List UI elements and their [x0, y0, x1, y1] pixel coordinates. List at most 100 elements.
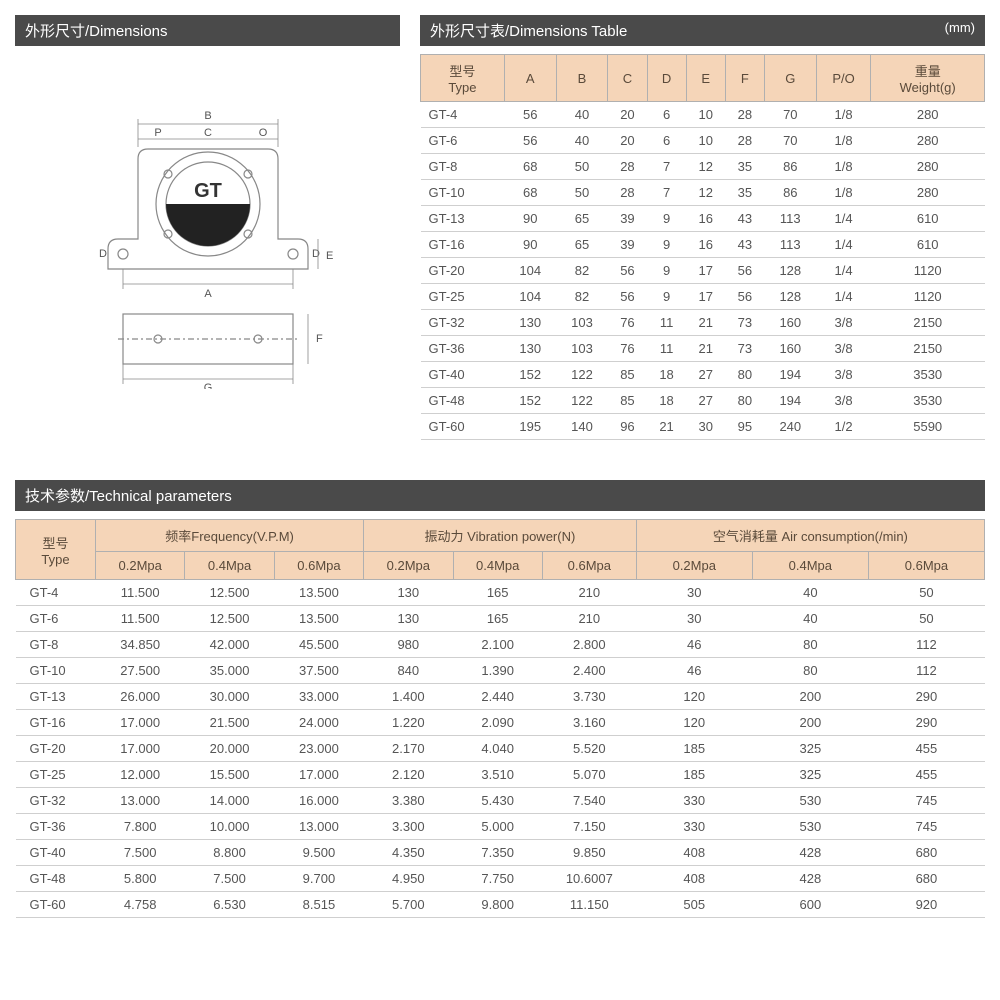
table-cell: GT-20 — [16, 736, 96, 762]
table-cell: 745 — [868, 788, 984, 814]
table-cell: 21 — [647, 414, 686, 440]
table-cell: GT-25 — [421, 284, 505, 310]
table-cell: 56 — [725, 258, 764, 284]
table-cell: 56 — [608, 258, 647, 284]
table-cell: 85 — [608, 362, 647, 388]
table-cell: 68 — [504, 180, 556, 206]
table-row: GT-3213.00014.00016.0003.3805.4307.54033… — [16, 788, 985, 814]
table-cell: 4.950 — [364, 866, 453, 892]
table-row: GT-1027.50035.00037.5008401.3902.4004680… — [16, 658, 985, 684]
table-cell: 104 — [504, 258, 556, 284]
table-cell: 80 — [752, 658, 868, 684]
table-cell: GT-13 — [16, 684, 96, 710]
table-cell: 34.850 — [96, 632, 185, 658]
table-row: GT-868502871235861/8280 — [421, 154, 985, 180]
table-cell: 194 — [764, 362, 816, 388]
table-cell: 122 — [556, 362, 608, 388]
table-cell: 10 — [686, 128, 725, 154]
table-cell: 13.000 — [96, 788, 185, 814]
table-cell: 1/4 — [816, 258, 871, 284]
table-cell: 30 — [636, 606, 752, 632]
table-cell: 140 — [556, 414, 608, 440]
table-cell: 7.800 — [96, 814, 185, 840]
table-cell: 18 — [647, 362, 686, 388]
table-row: GT-40152122851827801943/83530 — [421, 362, 985, 388]
table-cell: 185 — [636, 736, 752, 762]
table-cell: 10 — [686, 102, 725, 128]
table-row: GT-1617.00021.50024.0001.2202.0903.16012… — [16, 710, 985, 736]
table-cell: 11.150 — [542, 892, 636, 918]
svg-text:E: E — [326, 250, 333, 262]
table-cell: 70 — [764, 102, 816, 128]
table-header: D — [647, 55, 686, 102]
table-cell: 112 — [868, 632, 984, 658]
table-group-header: 频率Frequency(V.P.M) — [96, 520, 364, 552]
table-header: 型号Type — [16, 520, 96, 580]
table-cell: 325 — [752, 736, 868, 762]
table-cell: GT-10 — [421, 180, 505, 206]
table-cell: 16.000 — [274, 788, 363, 814]
table-cell: 680 — [868, 840, 984, 866]
table-cell: 95 — [725, 414, 764, 440]
table-row: GT-456402061028701/8280 — [421, 102, 985, 128]
table-cell: 4.758 — [96, 892, 185, 918]
table-cell: 195 — [504, 414, 556, 440]
table-cell: GT-8 — [421, 154, 505, 180]
table-cell: 11 — [647, 310, 686, 336]
table-cell: 90 — [504, 206, 556, 232]
table-cell: 28 — [608, 180, 647, 206]
table-cell: 90 — [504, 232, 556, 258]
svg-text:D: D — [312, 248, 320, 260]
table-cell: 3.160 — [542, 710, 636, 736]
table-cell: 27 — [686, 388, 725, 414]
table-cell: 28 — [725, 102, 764, 128]
table-cell: 17.000 — [96, 710, 185, 736]
table-cell: GT-32 — [421, 310, 505, 336]
table-cell: 428 — [752, 866, 868, 892]
table-cell: 26.000 — [96, 684, 185, 710]
table-cell: 73 — [725, 336, 764, 362]
table-cell: 17 — [686, 284, 725, 310]
svg-text:GT: GT — [194, 180, 222, 202]
table-cell: 530 — [752, 814, 868, 840]
table-cell: 408 — [636, 840, 752, 866]
table-row: GT-201048256917561281/41120 — [421, 258, 985, 284]
technical-section: 技术参数/Technical parameters 型号Type频率Freque… — [15, 480, 985, 918]
table-cell: 2150 — [871, 336, 985, 362]
table-header: P/O — [816, 55, 871, 102]
table-cell: 1/4 — [816, 284, 871, 310]
table-cell: 210 — [542, 606, 636, 632]
table-cell: 42.000 — [185, 632, 274, 658]
table-group-header: 振动力 Vibration power(N) — [364, 520, 637, 552]
table-row: GT-32130103761121731603/82150 — [421, 310, 985, 336]
table-sub-header: 0.2Mpa — [364, 552, 453, 580]
table-cell: 9.850 — [542, 840, 636, 866]
table-cell: 280 — [871, 128, 985, 154]
table-cell: GT-20 — [421, 258, 505, 284]
table-cell: GT-36 — [421, 336, 505, 362]
table-cell: 130 — [364, 606, 453, 632]
table-cell: 7.500 — [96, 840, 185, 866]
table-cell: 7.750 — [453, 866, 542, 892]
svg-text:D: D — [99, 248, 107, 260]
table-cell: 130 — [364, 580, 453, 606]
table-cell: 16 — [686, 232, 725, 258]
table-cell: 5.070 — [542, 762, 636, 788]
table-sub-header: 0.6Mpa — [274, 552, 363, 580]
table-cell: 1/4 — [816, 232, 871, 258]
table-cell: GT-40 — [16, 840, 96, 866]
table-cell: 11.500 — [96, 580, 185, 606]
table-cell: 3/8 — [816, 336, 871, 362]
table-cell: 5590 — [871, 414, 985, 440]
table-cell: 40 — [556, 128, 608, 154]
table-cell: 122 — [556, 388, 608, 414]
table-header: G — [764, 55, 816, 102]
table-cell: 33.000 — [274, 684, 363, 710]
table-cell: 7.500 — [185, 866, 274, 892]
table-cell: 3/8 — [816, 310, 871, 336]
table-cell: 3/8 — [816, 362, 871, 388]
table-row: GT-2512.00015.50017.0002.1203.5105.07018… — [16, 762, 985, 788]
table-row: GT-13906539916431131/4610 — [421, 206, 985, 232]
table-cell: 1.400 — [364, 684, 453, 710]
table-cell: 2.120 — [364, 762, 453, 788]
